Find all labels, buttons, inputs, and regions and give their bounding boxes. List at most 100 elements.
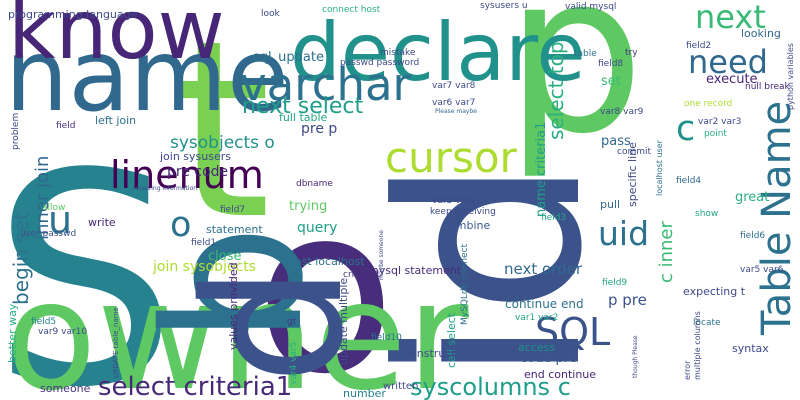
cloud-word-var6-var7: var6 var7 bbox=[432, 98, 475, 108]
cloud-word-var8-var9: var8 var9 bbox=[600, 107, 644, 117]
cloud-word-access: access bbox=[518, 341, 555, 354]
cloud-word-field5: field5 bbox=[31, 317, 56, 327]
cloud-word-field9: field9 bbox=[602, 278, 627, 288]
cloud-word-s: S bbox=[0, 111, 177, 400]
cloud-word-declare: declare bbox=[290, 6, 586, 99]
cloud-word-connect-host: connect host bbox=[322, 5, 381, 15]
cloud-word-select-criteria1: select criteria1 bbox=[98, 372, 292, 400]
cloud-word-know: know bbox=[8, 0, 225, 78]
cloud-word-gt: gt bbox=[287, 317, 297, 327]
cloud-word-update-table-name: UPDATE table_name bbox=[112, 307, 120, 378]
cloud-word-pass: pass bbox=[601, 134, 631, 149]
cloud-word-var2-var3: var2 var3 bbox=[698, 117, 741, 127]
cloud-word-values-provided: values provided bbox=[227, 262, 240, 350]
cloud-word-uid: uid bbox=[598, 214, 649, 253]
cloud-word-dbname: dbname bbox=[296, 179, 333, 189]
cloud-word-linenum: linenum bbox=[110, 153, 264, 197]
cloud-word-field7: field7 bbox=[220, 205, 245, 215]
cloud-word-full-table: full table bbox=[279, 111, 328, 124]
cloud-word-code-pre: code pre bbox=[520, 351, 577, 366]
cloud-word-execute: execute bbox=[706, 72, 758, 87]
cloud-word-combine: combine bbox=[443, 219, 491, 232]
cloud-word-one-record: one record bbox=[684, 99, 732, 109]
cloud-word-mysqldb-connect: MySQLdb connect bbox=[460, 243, 470, 325]
cloud-word-allow: allow bbox=[42, 203, 65, 213]
cloud-word-host-localhost: host localhost bbox=[288, 255, 365, 268]
cloud-word-d: d bbox=[164, 264, 385, 385]
cloud-word-error: error bbox=[683, 360, 692, 380]
cloud-word-select-top: select top bbox=[544, 41, 568, 140]
cloud-word-valid-mysql: valid mysql bbox=[565, 2, 616, 12]
cloud-word-o: o bbox=[255, 158, 396, 400]
cloud-word-trying: trying bbox=[289, 199, 327, 214]
cloud-word-query: query bbox=[297, 220, 337, 236]
cloud-word-field10: field10 bbox=[371, 333, 402, 343]
cloud-word-user-passwd: user passwd bbox=[20, 229, 76, 239]
cloud-word-field4: field4 bbox=[676, 176, 701, 186]
cloud-word-field2: field2 bbox=[686, 41, 711, 51]
cloud-word-locate: locate bbox=[693, 318, 721, 328]
cloud-word-inner-join: inner join bbox=[32, 156, 53, 240]
cloud-word-close: close bbox=[208, 249, 241, 264]
cloud-word-cursor: cursor bbox=[385, 133, 518, 182]
cloud-word-update-multiple: update multiple bbox=[337, 278, 350, 365]
cloud-word-sql-update: sql_update bbox=[253, 50, 324, 65]
cloud-word-mistake: mistake bbox=[380, 48, 416, 58]
cloud-word-write: write bbox=[88, 216, 116, 229]
cloud-word-though-please: though Please bbox=[632, 335, 639, 378]
cloud-word-end-continue: end continue bbox=[524, 368, 596, 381]
cloud-word-set: set bbox=[601, 74, 621, 89]
cloud-word-var7-var8: var7 var8 bbox=[432, 81, 476, 91]
cloud-word-field6: field6 bbox=[740, 231, 765, 241]
cloud-word-call-select: call select bbox=[445, 312, 458, 368]
cloud-word-varchar: varchar bbox=[240, 58, 412, 111]
cloud-word-sysobjects-o: sysobjects o bbox=[170, 133, 275, 153]
cloud-word-var9-var10: var9 var10 bbox=[38, 327, 87, 337]
cloud-word-syscolumns-c: syscolumns c bbox=[410, 373, 571, 400]
cloud-word-written: written bbox=[383, 381, 418, 392]
cloud-word-specific-line: specific line bbox=[626, 142, 639, 207]
cloud-word-please-maybe: Please maybe bbox=[435, 108, 477, 115]
cloud-word-join-sysusers: join sysusers bbox=[159, 150, 231, 163]
cloud-word-mysql-statement: mysql statement bbox=[368, 264, 462, 277]
cloud-word-id: id bbox=[346, 157, 637, 385]
cloud-word-field: field bbox=[56, 121, 75, 131]
cloud-word-pre-p: pre p bbox=[301, 121, 337, 137]
cloud-word-owner: owner bbox=[5, 250, 469, 400]
cloud-word-b: b bbox=[124, 224, 345, 345]
cloud-word-name-criteria1: name criteria1 bbox=[534, 122, 549, 217]
cloud-word-field8: field8 bbox=[598, 59, 623, 69]
cloud-word-passwd-password: passwd password bbox=[340, 58, 419, 68]
cloud-word-look: look bbox=[261, 9, 281, 19]
cloud-word-construct: construct bbox=[404, 347, 456, 360]
cloud-word-null-break: null break bbox=[745, 82, 791, 92]
cloud-word-localhost-user: localhost user bbox=[655, 139, 664, 196]
cloud-word-problem: problem bbox=[11, 113, 21, 150]
cloud-word-commit: commit bbox=[617, 147, 651, 157]
cloud-word-maybe-someone: maybe someone bbox=[378, 230, 385, 280]
cloud-word-sysusers-u: sysusers u bbox=[480, 1, 528, 11]
cloud-word-t: t bbox=[175, 0, 271, 273]
cloud-word-someone: someone bbox=[40, 382, 91, 395]
cloud-word-sql: SQL bbox=[535, 310, 610, 354]
cloud-word-begin-set: begin set bbox=[9, 212, 33, 305]
cloud-word-continue-end: continue end bbox=[505, 297, 584, 311]
cloud-word-keep-receiving: keep receiving bbox=[430, 207, 496, 217]
cloud-word-u: u bbox=[48, 198, 72, 242]
cloud-word-var3-var4: var3 var4 bbox=[432, 196, 476, 206]
cloud-word-number: number bbox=[343, 387, 386, 400]
cloud-word-point: point bbox=[704, 129, 727, 139]
cloud-word-pre-code: pre code bbox=[167, 164, 228, 180]
cloud-word-syntax: syntax bbox=[732, 342, 769, 355]
cloud-word-criteria1: criteria1 bbox=[343, 270, 381, 280]
cloud-word-table-name: Table Name bbox=[754, 101, 800, 336]
cloud-word-field1: field1 bbox=[191, 238, 216, 248]
cloud-word-statement: statement bbox=[206, 223, 263, 236]
cloud-word-p: p bbox=[505, 0, 645, 182]
cloud-word-left-join: left join bbox=[95, 114, 136, 127]
cloud-word-next-select: next select bbox=[242, 94, 363, 119]
cloud-word-programming-language: programming language bbox=[8, 8, 138, 21]
cloud-word-better-way: better way bbox=[6, 303, 19, 363]
cloud-word-python-variables: python variables bbox=[786, 43, 795, 110]
